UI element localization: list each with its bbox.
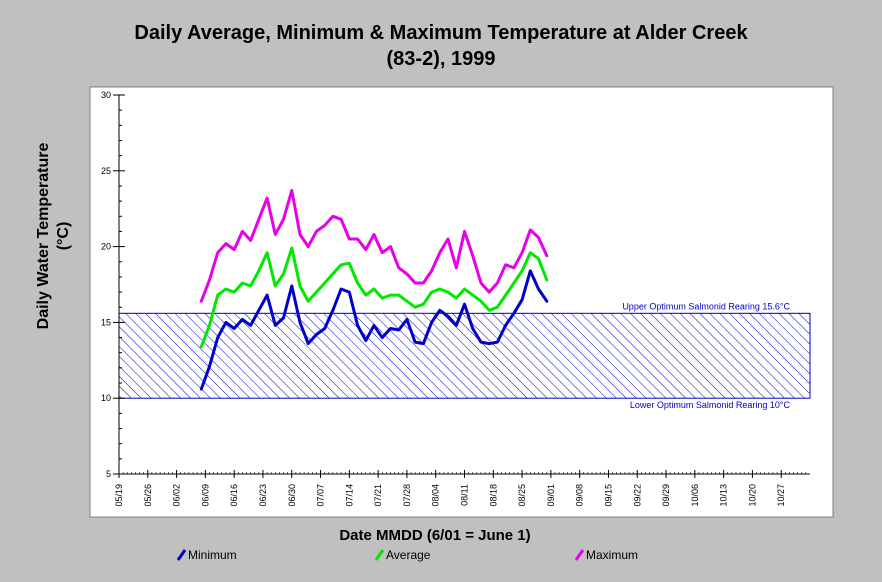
lower-band-label: Lower Optimum Salmonid Rearing 10°C (630, 400, 791, 410)
x-tick-label: 10/06 (690, 484, 700, 507)
x-axis-label: Date MMDD (6/01 = June 1) (339, 527, 530, 544)
legend-swatch-average (374, 549, 385, 561)
x-tick-label: 06/23 (258, 484, 268, 507)
x-tick-label: 05/19 (114, 484, 124, 507)
legend-swatch-maximum (574, 549, 585, 561)
x-tick-label: 08/04 (431, 484, 441, 507)
y-tick-label: 20 (101, 242, 111, 252)
legend-label-minimum: Minimum (188, 548, 237, 562)
x-tick-label: 07/21 (373, 484, 383, 507)
chart-title: Daily Average, Minimum & Maximum Tempera… (134, 22, 748, 44)
y-tick-label: 15 (101, 317, 111, 327)
x-tick-label: 05/26 (143, 484, 153, 507)
x-tick-label: 09/08 (575, 484, 585, 507)
series-lines (199, 189, 549, 391)
legend-label-average: Average (386, 548, 431, 562)
legend: Minimum Average Maximum (176, 548, 638, 562)
x-tick-label: 10/27 (776, 484, 786, 507)
x-tick-label: 10/13 (719, 484, 729, 507)
y-tick-label: 5 (106, 469, 111, 479)
plot-background (89, 86, 834, 518)
x-tick-label: 07/07 (316, 484, 326, 507)
axes: 5 10 15 20 25 30 05/19 05/26 06/02 06/09 06/16 06/2… (101, 90, 810, 507)
x-tick-label: 09/15 (603, 484, 613, 507)
x-tick-label: 06/02 (172, 484, 182, 507)
y-axis-unit: (°C) (55, 222, 72, 251)
y-axis-label: Daily Water Temperature (35, 143, 52, 330)
series-line-maximum (199, 189, 549, 303)
y-tick-label: 30 (101, 90, 111, 100)
x-tick-label: 10/20 (747, 484, 757, 507)
x-tick-label: 09/22 (632, 484, 642, 507)
upper-band-label: Upper Optimum Salmonid Rearing 15.6°C (622, 301, 790, 311)
x-tick-label: 08/18 (488, 484, 498, 507)
x-tick-label: 09/01 (546, 484, 556, 507)
legend-label-maximum: Maximum (586, 548, 638, 562)
y-tick-label: 10 (101, 393, 111, 403)
x-tick-label: 08/25 (517, 484, 527, 507)
optimum-rearing-band: Upper Optimum Salmonid Rearing 15.6°C Low… (118, 301, 811, 410)
x-tick-label: 07/28 (402, 484, 412, 507)
chart-subtitle: (83-2), 1999 (386, 48, 496, 70)
x-tick-label: 09/29 (661, 484, 671, 507)
x-tick-label: 06/09 (200, 484, 210, 507)
series-line-minimum (199, 269, 549, 391)
x-tick-label: 08/11 (460, 484, 470, 506)
y-tick-label: 25 (101, 166, 111, 176)
x-tick-label: 07/14 (344, 484, 354, 507)
series-line-average (199, 246, 549, 349)
x-tick-label: 06/30 (287, 484, 297, 507)
x-tick-label: 06/16 (229, 484, 239, 507)
legend-swatch-minimum (176, 549, 187, 561)
